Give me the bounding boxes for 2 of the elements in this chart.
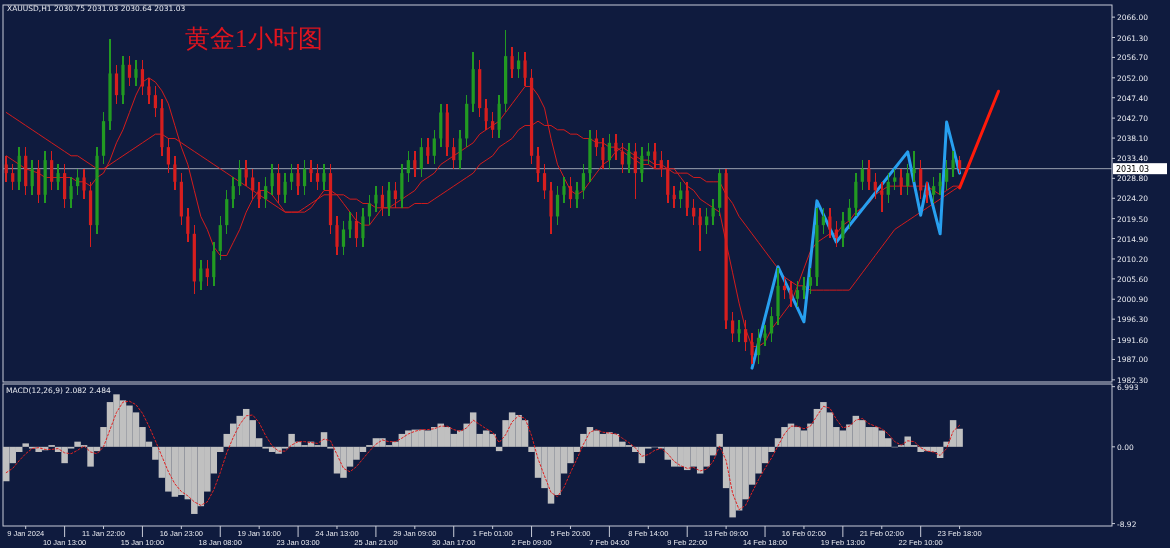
text: 黄金1小时图 <box>185 25 323 52</box>
ref-line-label: 2031.03 <box>1116 165 1150 175</box>
